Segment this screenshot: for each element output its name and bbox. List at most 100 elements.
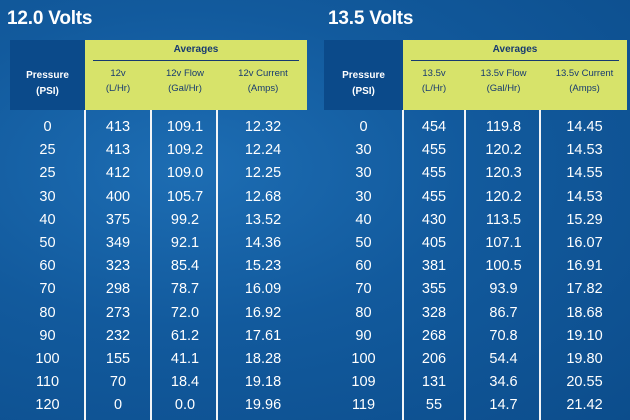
value-cell: 14.45 <box>566 119 603 135</box>
value-cell: 13.52 <box>244 211 282 228</box>
averages-header: Averages 13.5v (L/Hr) 13.5v Flow (Gal/Hr) 13.… <box>403 40 627 110</box>
pressure-header-line: Pressure <box>26 70 69 81</box>
value-cell: 349 <box>105 235 131 251</box>
pressure-cell: 80 <box>355 304 372 321</box>
value-cell: 12.24 <box>244 142 282 159</box>
column-divider <box>150 110 152 420</box>
value-cell: 41.1 <box>170 351 200 367</box>
averages-underline <box>93 60 299 61</box>
value-cell: 72.0 <box>170 304 200 321</box>
value-cell: 412 <box>105 165 131 182</box>
value-cell: 454 <box>421 119 447 135</box>
value-cell: 99.2 <box>170 211 200 228</box>
column-header-unit: (Amps) <box>569 83 600 94</box>
pressure-header-unit: (PSI) <box>352 86 375 97</box>
pressure-cell: 30 <box>355 188 372 205</box>
pressure-cell: 25 <box>39 165 56 182</box>
value-cell: 0.0 <box>174 397 196 414</box>
value-cell: 109.1 <box>166 119 204 135</box>
value-cell: 405 <box>421 235 447 251</box>
value-cell: 12.68 <box>244 188 282 205</box>
value-cell: 155 <box>105 351 131 367</box>
value-cell: 61.2 <box>170 327 200 344</box>
value-cell: 16.92 <box>244 304 282 321</box>
column-header: 13.5v Current (Amps) <box>542 66 627 96</box>
value-cell: 19.80 <box>566 351 603 367</box>
pressure-cell: 110 <box>35 374 60 391</box>
value-cell: 375 <box>105 211 131 228</box>
pressure-cell: 0 <box>359 119 368 135</box>
column-header-unit: (Gal/Hr) <box>168 83 202 94</box>
value-cell: 413 <box>105 142 131 159</box>
value-cell: 455 <box>421 188 447 205</box>
pressure-header: Pressure (PSI) <box>10 40 85 110</box>
pressure-header-line: Pressure <box>342 70 385 81</box>
value-cell: 18.4 <box>170 374 200 391</box>
value-cell: 17.82 <box>566 281 603 298</box>
value-cell: 298 <box>105 281 131 298</box>
value-cell: 131 <box>421 374 447 391</box>
value-cell: 54.4 <box>489 351 518 367</box>
value-cell: 78.7 <box>170 281 200 298</box>
table-title: 13.5 Volts <box>328 8 414 29</box>
pressure-cell: 90 <box>355 327 372 344</box>
pressure-cell: 70 <box>355 281 372 298</box>
value-cell: 206 <box>421 351 447 367</box>
column-header: 13.5v (L/Hr) <box>403 66 465 96</box>
value-cell: 70.8 <box>489 327 518 344</box>
value-cell: 93.9 <box>489 281 518 298</box>
column-header-name: 12v Flow <box>165 68 204 79</box>
value-cell: 323 <box>105 258 131 275</box>
value-cell: 12.32 <box>244 119 282 135</box>
column-header-name: 13.5v Flow <box>480 68 527 79</box>
column-header: 12v Flow (Gal/Hr) <box>153 66 217 96</box>
column-header-name: 12v <box>110 68 126 79</box>
value-cell: 92.1 <box>170 235 200 251</box>
pressure-cell: 60 <box>39 258 56 275</box>
column-header-unit: (Amps) <box>247 83 279 94</box>
averages-underline <box>411 60 619 61</box>
column-header: 13.5v Flow (Gal/Hr) <box>467 66 540 96</box>
value-cell: 120.2 <box>485 188 522 205</box>
value-cell: 14.53 <box>566 188 603 205</box>
value-cell: 413 <box>105 119 131 135</box>
pressure-cell: 80 <box>39 304 56 321</box>
value-cell: 14.7 <box>489 397 518 414</box>
value-cell: 16.09 <box>244 281 282 298</box>
value-cell: 113.5 <box>485 211 522 228</box>
column-header-name: 13.5v <box>422 68 446 79</box>
column-header-name: 12v Current <box>238 68 288 79</box>
column-header-unit: (L/Hr) <box>105 83 131 94</box>
value-cell: 100.5 <box>485 258 522 275</box>
value-cell: 120.2 <box>485 142 522 159</box>
value-cell: 17.61 <box>244 327 282 344</box>
averages-label: Averages <box>492 44 538 55</box>
value-cell: 18.68 <box>566 304 603 321</box>
value-cell: 328 <box>421 304 447 321</box>
value-cell: 70 <box>109 374 127 391</box>
pressure-cell: 0 <box>43 119 52 135</box>
pressure-cell: 30 <box>39 188 56 205</box>
pressure-cell: 30 <box>355 165 372 182</box>
pressure-header-label: Pressure (PSI) <box>10 68 85 100</box>
value-cell: 455 <box>421 165 447 182</box>
pressure-header-unit: (PSI) <box>36 86 59 97</box>
value-cell: 400 <box>105 188 131 205</box>
value-cell: 14.53 <box>566 142 603 159</box>
value-cell: 19.18 <box>244 374 282 391</box>
pressure-header: Pressure (PSI) <box>324 40 403 110</box>
value-cell: 109.0 <box>166 165 204 182</box>
pressure-cell: 40 <box>355 211 372 228</box>
pressure-cell: 100 <box>351 351 376 367</box>
averages-label: Averages <box>173 44 219 55</box>
value-cell: 12.25 <box>244 165 282 182</box>
pressure-cell: 119 <box>351 397 376 414</box>
value-cell: 16.07 <box>566 235 603 251</box>
table-title: 12.0 Volts <box>7 8 93 29</box>
value-cell: 19.96 <box>244 397 282 414</box>
value-cell: 86.7 <box>489 304 518 321</box>
value-cell: 15.23 <box>244 258 282 275</box>
value-cell: 14.55 <box>566 165 603 182</box>
column-header: 12v (L/Hr) <box>85 66 151 96</box>
value-cell: 120.3 <box>485 165 522 182</box>
